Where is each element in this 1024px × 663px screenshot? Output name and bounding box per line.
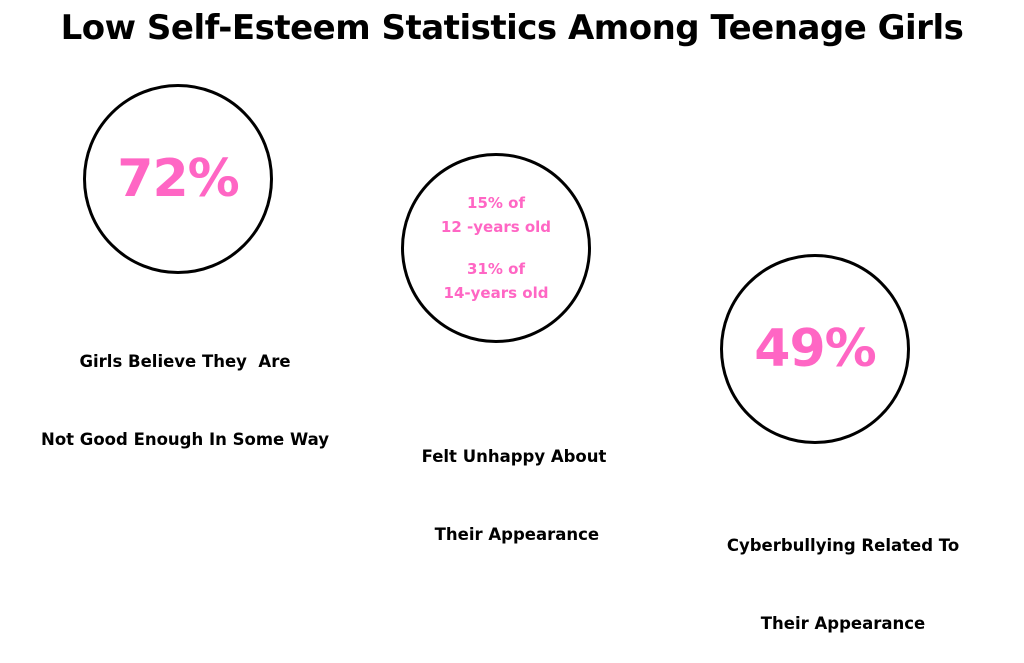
stat-2-line-3: 31% of bbox=[467, 260, 525, 278]
stat-caption-3: Cyberbullying Related To Their Appearanc… bbox=[690, 481, 996, 663]
stat-caption-3-line-2: Their Appearance bbox=[760, 614, 926, 633]
stat-caption-2-line-2: Their Appearance bbox=[428, 525, 600, 544]
stat-2-line-4: 14-years old bbox=[443, 284, 549, 302]
stat-value-1: 72% bbox=[117, 149, 239, 209]
stat-caption-2: Felt Unhappy About Their Appearance bbox=[366, 392, 662, 574]
stat-circle-3: 49% bbox=[720, 254, 910, 444]
stat-caption-1: Girls Believe They Are Not Good Enough I… bbox=[0, 297, 370, 479]
stat-caption-1-line-1: Girls Believe They Are bbox=[79, 352, 291, 371]
stat-2-line-1: 15% of bbox=[467, 194, 525, 212]
stat-caption-1-line-2: Not Good Enough In Some Way bbox=[41, 430, 329, 449]
stat-caption-3-line-1: Cyberbullying Related To bbox=[726, 536, 960, 555]
stat-caption-2-line-1: Felt Unhappy About bbox=[421, 447, 607, 466]
page-title: Low Self-Esteem Statistics Among Teenage… bbox=[60, 8, 964, 48]
stat-value-3: 49% bbox=[754, 319, 876, 379]
stat-2-line-2: 12 -years old bbox=[440, 218, 552, 236]
stat-circle-1: 72% bbox=[83, 84, 273, 274]
stat-circle-2: 15% of 12 -years old 31% of 14-years old bbox=[401, 153, 591, 343]
